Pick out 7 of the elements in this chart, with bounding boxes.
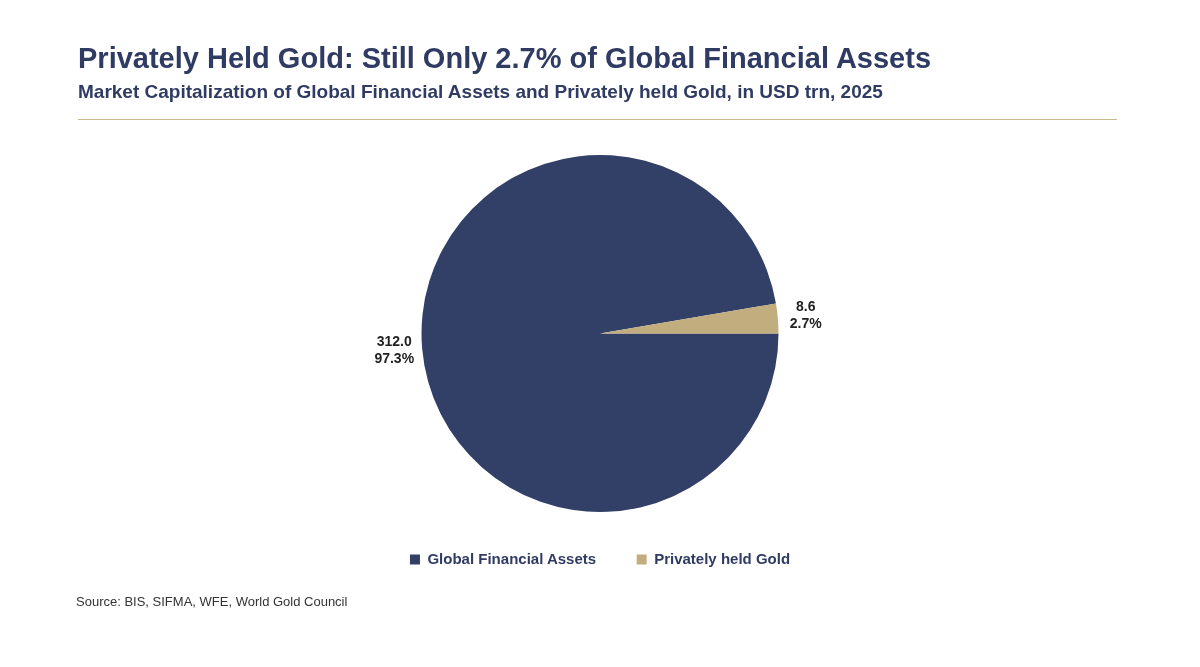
source-note: Source: BIS, SIFMA, WFE, World Gold Council — [76, 594, 348, 609]
data-label: 8.6 2.7% — [789, 298, 823, 332]
legend-label: Privately held Gold — [654, 549, 791, 567]
legend-label: Global Financial Assets — [427, 549, 597, 567]
chart-subtitle: Market Capitalization of Global Financial Assets and Privately held Gold, in USD trn, 2025 — [78, 81, 883, 103]
data-label: 312.0 97.3% — [374, 333, 415, 367]
chart-title: Privately Held Gold: Still Only 2.7% of Global Financial Assets — [78, 42, 932, 75]
